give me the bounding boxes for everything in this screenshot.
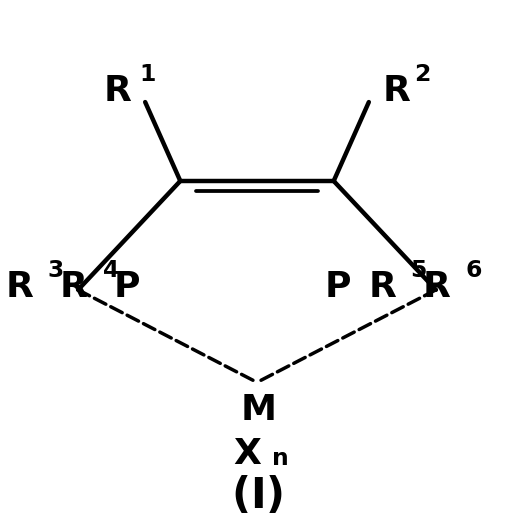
Text: $\mathbf{4}$: $\mathbf{4}$ (102, 259, 119, 282)
Text: $\mathbf{M}$: $\mathbf{M}$ (240, 393, 274, 427)
Text: $\mathbf{2}$: $\mathbf{2}$ (414, 63, 430, 86)
Text: $\mathbf{R}$: $\mathbf{R}$ (103, 74, 133, 108)
Text: $\mathbf{P}$: $\mathbf{P}$ (324, 270, 351, 304)
Text: $\mathbf{R}$: $\mathbf{R}$ (59, 270, 88, 304)
Text: $\mathbf{5}$: $\mathbf{5}$ (410, 259, 427, 282)
Text: $\mathbf{6}$: $\mathbf{6}$ (465, 259, 482, 282)
Text: $\mathbf{1}$: $\mathbf{1}$ (139, 63, 156, 86)
Text: $\mathbf{n}$: $\mathbf{n}$ (271, 447, 288, 470)
Text: $\mathbf{R}$: $\mathbf{R}$ (381, 74, 411, 108)
Text: $\mathbf{X}$: $\mathbf{X}$ (233, 437, 262, 471)
Text: $\mathbf{(I)}$: $\mathbf{(I)}$ (231, 474, 283, 517)
Text: $\mathbf{R}$: $\mathbf{R}$ (422, 270, 451, 304)
Text: $\mathbf{R}$: $\mathbf{R}$ (368, 270, 397, 304)
Text: $\mathbf{3}$: $\mathbf{3}$ (47, 259, 64, 282)
Text: $\mathbf{P}$: $\mathbf{P}$ (113, 270, 140, 304)
Text: $\mathbf{R}$: $\mathbf{R}$ (5, 270, 34, 304)
